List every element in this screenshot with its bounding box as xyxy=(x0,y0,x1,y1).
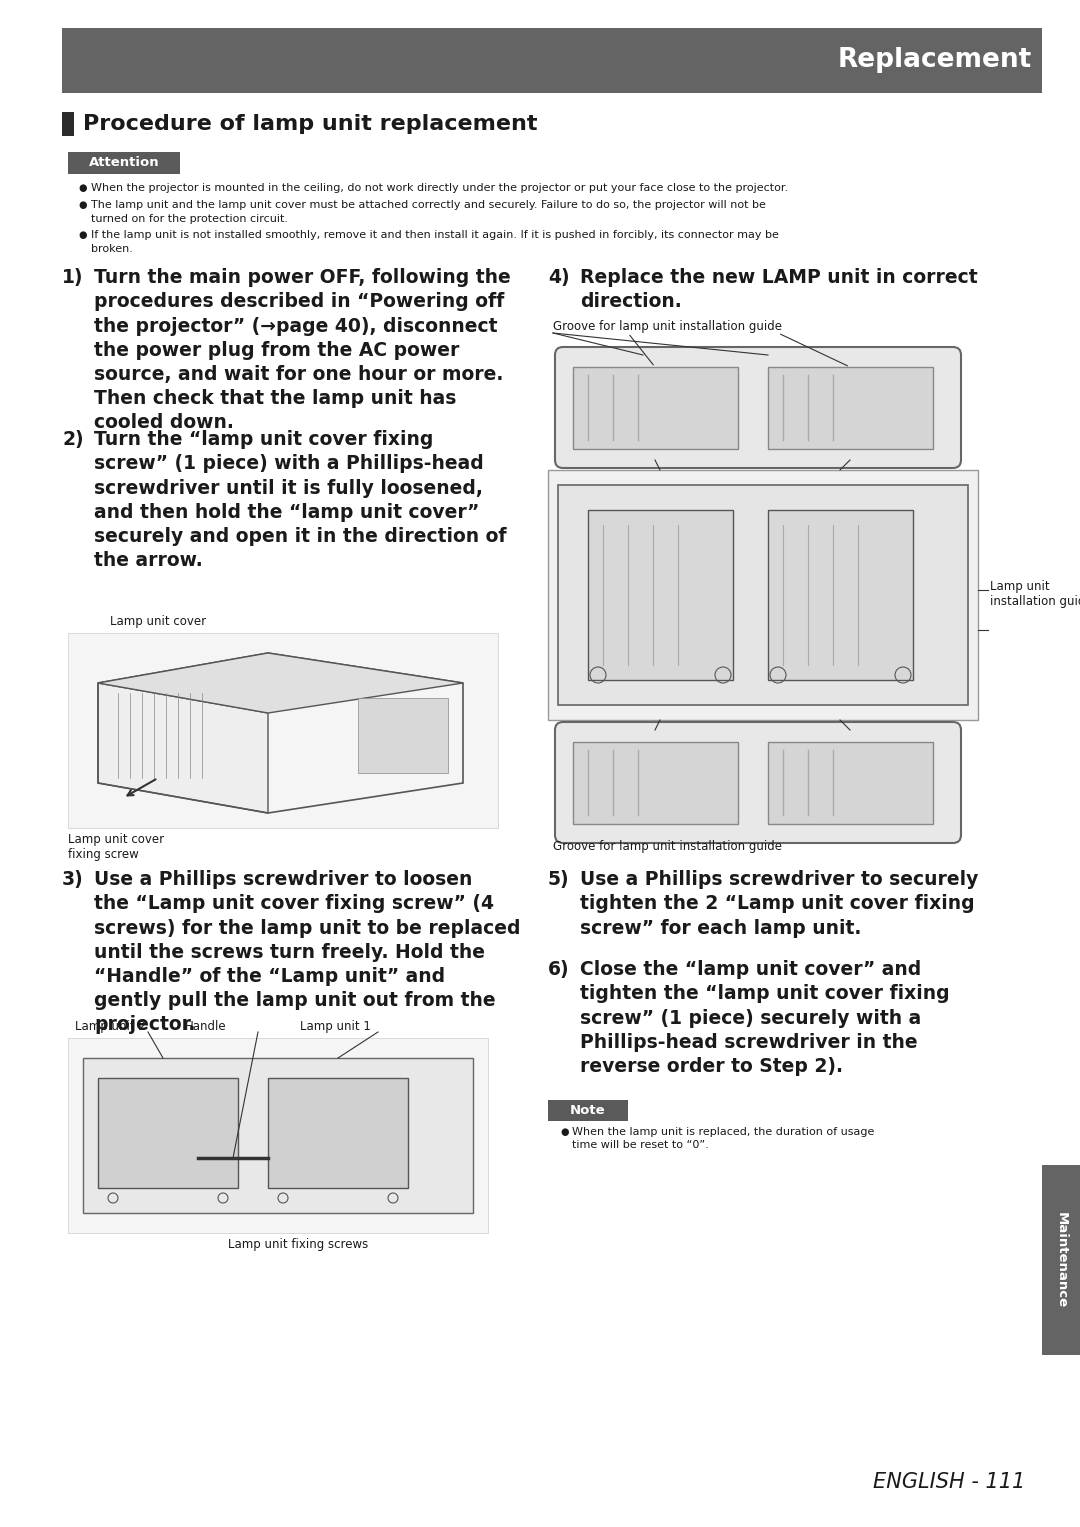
Bar xyxy=(548,1099,627,1121)
Text: ●: ● xyxy=(78,231,86,240)
Text: Use a Phillips screwdriver to loosen
the “Lamp unit cover fixing screw” (4
screw: Use a Phillips screwdriver to loosen the… xyxy=(94,870,521,1034)
Bar xyxy=(588,510,733,680)
Text: Lamp unit 2: Lamp unit 2 xyxy=(75,1020,146,1032)
Text: Turn the main power OFF, following the
procedures described in “Powering off
the: Turn the main power OFF, following the p… xyxy=(94,269,511,432)
Text: broken.: broken. xyxy=(91,244,133,253)
Bar xyxy=(1042,1165,1080,1354)
Text: ●: ● xyxy=(78,200,86,211)
Text: turned on for the protection circuit.: turned on for the protection circuit. xyxy=(91,214,288,224)
Text: Lamp unit 1: Lamp unit 1 xyxy=(300,1020,370,1032)
Text: Attention: Attention xyxy=(89,156,160,169)
Text: Replacement: Replacement xyxy=(838,47,1032,73)
Bar xyxy=(62,111,75,136)
Text: 4): 4) xyxy=(548,269,569,287)
Bar xyxy=(573,742,738,825)
Text: 6): 6) xyxy=(548,960,569,979)
Polygon shape xyxy=(98,654,463,713)
Text: If the lamp unit is not installed smoothly, remove it and then install it again.: If the lamp unit is not installed smooth… xyxy=(91,231,779,240)
Text: 3): 3) xyxy=(62,870,84,889)
Bar xyxy=(548,470,978,721)
Text: ENGLISH - 111: ENGLISH - 111 xyxy=(873,1472,1025,1492)
Text: Lamp unit fixing screws: Lamp unit fixing screws xyxy=(228,1238,368,1251)
Text: Use a Phillips screwdriver to securely
tighten the 2 “Lamp unit cover fixing
scr: Use a Phillips screwdriver to securely t… xyxy=(580,870,978,938)
Text: The lamp unit and the lamp unit cover must be attached correctly and securely. F: The lamp unit and the lamp unit cover mu… xyxy=(91,200,766,211)
Text: Note: Note xyxy=(570,1104,606,1116)
Text: Close the “lamp unit cover” and
tighten the “lamp unit cover fixing
screw” (1 pi: Close the “lamp unit cover” and tighten … xyxy=(580,960,949,1077)
Bar xyxy=(573,366,738,449)
Text: Handle: Handle xyxy=(185,1020,227,1032)
Text: Turn the “lamp unit cover fixing
screw” (1 piece) with a Phillips-head
screwdriv: Turn the “lamp unit cover fixing screw” … xyxy=(94,431,507,570)
Text: ●: ● xyxy=(78,183,86,192)
Text: Lamp unit cover
fixing screw: Lamp unit cover fixing screw xyxy=(68,834,164,861)
Text: When the lamp unit is replaced, the duration of usage
time will be reset to “0”.: When the lamp unit is replaced, the dura… xyxy=(572,1127,875,1150)
Text: Lamp unit cover: Lamp unit cover xyxy=(110,615,206,628)
Text: Procedure of lamp unit replacement: Procedure of lamp unit replacement xyxy=(83,115,538,134)
Bar xyxy=(357,698,448,773)
Text: Maintenance: Maintenance xyxy=(1054,1212,1067,1309)
Bar xyxy=(68,634,498,828)
Text: 1): 1) xyxy=(62,269,83,287)
Polygon shape xyxy=(98,683,268,812)
Text: 2): 2) xyxy=(62,431,83,449)
Bar xyxy=(83,1058,473,1212)
Text: Lamp unit
installation guide: Lamp unit installation guide xyxy=(990,580,1080,608)
FancyBboxPatch shape xyxy=(555,722,961,843)
FancyBboxPatch shape xyxy=(555,347,961,467)
Bar xyxy=(68,1038,488,1232)
Bar xyxy=(68,153,180,174)
Bar xyxy=(768,510,913,680)
Text: Groove for lamp unit installation guide: Groove for lamp unit installation guide xyxy=(553,321,782,333)
Text: Replace the new LAMP unit in correct
direction.: Replace the new LAMP unit in correct dir… xyxy=(580,269,977,312)
Text: When the projector is mounted in the ceiling, do not work directly under the pro: When the projector is mounted in the cei… xyxy=(91,183,788,192)
Bar xyxy=(768,742,933,825)
Text: 5): 5) xyxy=(548,870,569,889)
Bar xyxy=(268,1078,408,1188)
Bar xyxy=(768,366,933,449)
Text: ●: ● xyxy=(561,1127,568,1138)
Bar xyxy=(98,1078,238,1188)
Bar xyxy=(62,27,1042,93)
Bar xyxy=(558,486,968,705)
Text: Groove for lamp unit installation guide: Groove for lamp unit installation guide xyxy=(553,840,782,854)
